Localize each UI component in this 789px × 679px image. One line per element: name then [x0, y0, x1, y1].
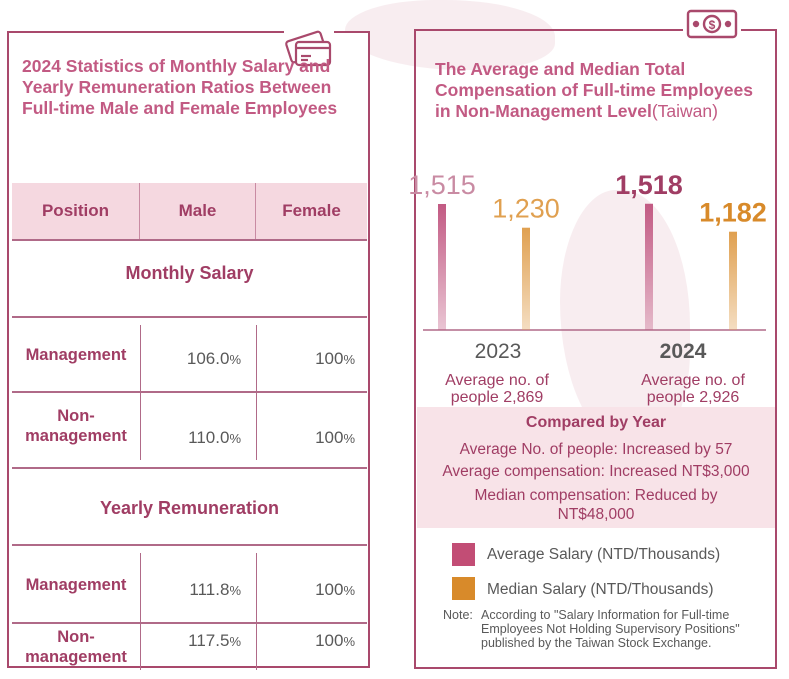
- comparison-line: NT$48,000: [557, 506, 635, 523]
- avg-people-line: people 2,869: [450, 389, 544, 406]
- comparison-title: Compared by Year: [525, 414, 667, 431]
- col-divider: [140, 325, 141, 460]
- avg-people-line: people 2,926: [646, 389, 740, 406]
- data-label-average-2023: 1,515: [408, 170, 476, 200]
- col-divider: [256, 325, 257, 460]
- cell-male-value: 117.5%: [188, 631, 241, 650]
- compensation-card: [414, 29, 777, 669]
- comparison-box: [417, 407, 775, 528]
- credit-card-icon: [284, 26, 334, 72]
- row-label-non-management: Non-management: [25, 628, 127, 666]
- avg-people-line: Average no. of: [641, 372, 745, 389]
- legend-label-median: Median Salary (NTD/Thousands): [487, 581, 714, 598]
- divider: [12, 391, 367, 393]
- gender-ratio-card: Position Male Female Monthly Salary Mana…: [7, 31, 370, 670]
- comparison-line: Average compensation: Increased NT$3,000: [442, 463, 750, 480]
- x-tick-label-2023: 2023: [474, 340, 522, 363]
- header-position: Position: [12, 183, 140, 239]
- cell-male-value: 110.0%: [188, 428, 241, 447]
- data-label-median-2024: 1,182: [699, 198, 767, 228]
- col-divider: [256, 553, 257, 670]
- row-label-management: Management: [25, 576, 127, 594]
- note-text: According to "Salary Information for Ful…: [481, 608, 740, 650]
- col-divider: [140, 553, 141, 670]
- divider: [12, 316, 367, 318]
- bar-average-2024: [645, 203, 653, 330]
- header-male: Male: [140, 183, 256, 239]
- divider: [12, 544, 367, 546]
- data-label-median-2023: 1,230: [492, 194, 560, 224]
- divider: [12, 239, 367, 241]
- row-label-non-management: Non-management: [25, 407, 127, 445]
- x-tick-label-2024: 2024: [659, 340, 707, 363]
- legend-swatch-average: [452, 543, 475, 566]
- bar-average-2023: [438, 204, 446, 330]
- table-header: Position Male Female: [12, 183, 367, 239]
- legend-label-average: Average Salary (NTD/Thousands): [487, 546, 721, 563]
- avg-people-2023: Average no. of people 2,869: [427, 372, 567, 406]
- avg-people-line: Average no. of: [445, 372, 549, 389]
- divider: [12, 467, 367, 469]
- bar-median-2024: [729, 231, 737, 330]
- avg-people-2024: Average no. of people 2,926: [623, 372, 763, 406]
- header-female: Female: [282, 201, 341, 220]
- row-label-management: Management: [25, 346, 127, 364]
- world-map-background-americas: [560, 190, 690, 450]
- money-bill-icon: $: [683, 7, 741, 41]
- chart-title: The Average and Median Total Compensatio…: [435, 59, 753, 121]
- cell-male-value: 111.8%: [189, 580, 241, 599]
- bar-median-2023: [522, 227, 530, 330]
- section-title-yearly: Yearly Remuneration: [99, 498, 280, 518]
- legend-swatch-median: [452, 577, 475, 600]
- world-map-background: [345, 0, 555, 70]
- cell-female-value: 100%: [315, 428, 355, 447]
- cell-female-value: 100%: [315, 631, 355, 650]
- cell-female-value: 100%: [315, 349, 355, 368]
- cell-female-value: 100%: [315, 580, 355, 599]
- comparison-line: Average No. of people: Increased by 57: [459, 441, 733, 458]
- divider: [12, 622, 367, 624]
- svg-text:$: $: [709, 18, 716, 32]
- section-title-monthly: Monthly Salary: [125, 263, 254, 283]
- left-card-title: 2024 Statistics of Monthly Salary and Ye…: [22, 56, 338, 118]
- comparison-line: Median compensation: Reduced by: [474, 487, 718, 504]
- cell-male-value: 106.0%: [186, 349, 241, 368]
- note-label: Note:: [443, 608, 473, 622]
- data-label-average-2024: 1,518: [615, 170, 683, 200]
